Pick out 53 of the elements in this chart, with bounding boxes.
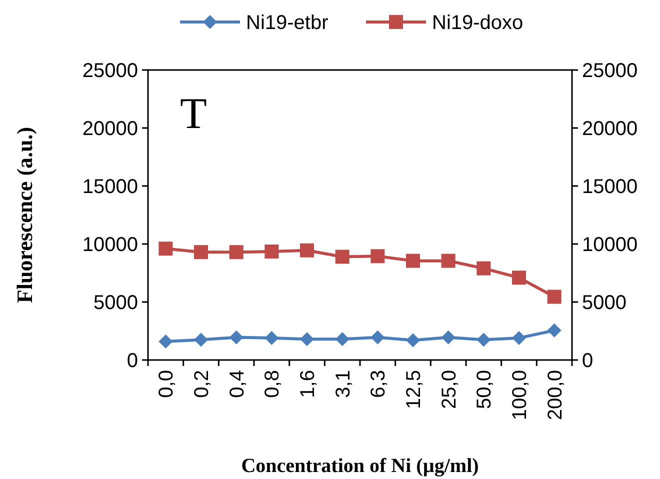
y2-tick-label: 0: [582, 350, 594, 372]
point: [229, 330, 244, 344]
point: [158, 334, 173, 348]
x-axis-title: Concentration of Ni (µg/ml): [241, 455, 479, 477]
x-tick-label: 0,2: [191, 370, 213, 398]
y-tick-label: 0: [126, 350, 138, 372]
point: [406, 333, 420, 348]
point: [512, 330, 526, 345]
point: [441, 330, 456, 344]
point: [158, 242, 173, 256]
legend-label: Ni19-etbr: [246, 12, 329, 34]
x-tick-label: 0,0: [156, 370, 178, 398]
x-tick-label: 6,3: [368, 370, 390, 398]
x-tick-label: 0,4: [226, 370, 248, 398]
x-tick-label: 25,0: [438, 370, 460, 409]
point: [406, 254, 420, 268]
point: [512, 270, 526, 285]
x-tick-label: 12,5: [403, 370, 425, 409]
y-tick-label: 25000: [82, 60, 138, 82]
annotation: T: [180, 89, 207, 138]
legend-label: Ni19-doxo: [432, 12, 524, 34]
y2-tick-label: 15000: [582, 176, 638, 198]
y2-tick-label: 5000: [582, 292, 626, 314]
y-tick-label: 20000: [82, 118, 138, 140]
point: [229, 245, 244, 260]
x-tick-label: 0,8: [262, 370, 284, 398]
x-tick-label: 50,0: [474, 370, 496, 409]
point: [476, 261, 491, 276]
y-tick-label: 15000: [82, 176, 138, 198]
point: [335, 332, 350, 346]
point: [476, 332, 491, 347]
point: [335, 250, 350, 264]
point: [370, 330, 385, 344]
y-axis-title: Fluorescence (a.u.): [12, 126, 37, 304]
point: [300, 243, 314, 258]
point: [264, 244, 279, 259]
x-tick-label: 3,1: [332, 370, 354, 398]
x-tick-label: 200,0: [544, 370, 566, 420]
x-tick-label: 1,6: [297, 370, 319, 398]
y2-tick-label: 10000: [582, 234, 638, 256]
point: [194, 245, 208, 260]
y2-tick-label: 20000: [582, 118, 638, 140]
point: [300, 332, 314, 346]
y2-tick-label: 25000: [582, 60, 638, 82]
x-tick-label: 100,0: [509, 370, 531, 420]
point: [370, 249, 385, 264]
point: [441, 254, 456, 268]
point: [194, 332, 208, 347]
point: [547, 323, 562, 338]
point: [264, 330, 279, 345]
y-tick-label: 5000: [94, 292, 138, 314]
y-tick-label: 10000: [82, 234, 138, 256]
point: [547, 290, 562, 304]
